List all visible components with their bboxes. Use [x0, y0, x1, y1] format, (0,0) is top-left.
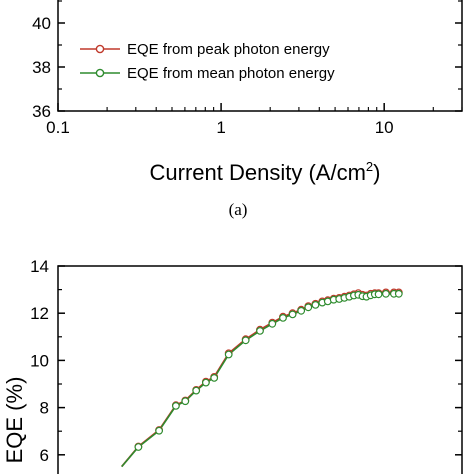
data-point [192, 386, 201, 395]
data-point [279, 314, 287, 322]
y-tick-label: 36 [32, 102, 51, 121]
panel-b-y-ticks: 6 8 10 12 14 [30, 257, 462, 465]
x-tick-label: 10 [375, 118, 394, 137]
y-tick-label: 40 [32, 14, 51, 33]
data-point [288, 310, 297, 319]
data-point [304, 303, 313, 312]
legend-label: EQE from peak photon energy [127, 41, 330, 58]
series-line-1 [121, 293, 399, 468]
data-point [241, 336, 250, 345]
data-point [256, 327, 264, 335]
panel-a-x-ticks: 0.1 1 10 [46, 103, 463, 137]
y-tick-label: 12 [30, 304, 49, 323]
x-tick-label: 0.1 [46, 118, 70, 137]
y-tick-label: 10 [30, 351, 49, 370]
y-tick-label: 6 [40, 446, 49, 465]
legend-label: EQE from mean photon energy [127, 65, 335, 82]
data-point [374, 290, 383, 299]
x-tick-label: 1 [216, 118, 225, 137]
y-tick-label: 38 [32, 58, 51, 77]
legend-marker [95, 68, 105, 78]
data-point [268, 319, 277, 328]
panel-a-y-ticks: 36 38 40 [32, 0, 462, 121]
data-point [134, 443, 143, 451]
panel-b-series [121, 288, 403, 468]
data-point [224, 350, 233, 359]
panel-a-plot-frame [57, 0, 463, 112]
data-point [210, 374, 219, 382]
panel-b-chart: 6 8 10 12 14 EQE (%) [2, 257, 463, 474]
legend-marker [95, 44, 105, 54]
data-point [181, 397, 190, 406]
data-point [201, 378, 210, 387]
data-point [394, 289, 403, 298]
data-point [297, 306, 306, 315]
data-point [155, 426, 164, 435]
panel-b-plot-frame [57, 265, 463, 474]
data-point [171, 402, 180, 410]
series-line-0 [121, 291, 399, 468]
panel-a-legend: EQE from peak photon energy EQE from mean… [80, 41, 335, 82]
y-tick-label: 14 [30, 257, 49, 276]
y-tick-label: 8 [40, 399, 49, 418]
panel-a-x-axis-title: Current Density (A/cm2) [150, 159, 381, 185]
panel-b-y-axis-title: EQE (%) [2, 377, 27, 464]
data-point [382, 289, 390, 298]
panel-a-caption: (a) [229, 200, 248, 219]
panel-a-chart: 36 38 40 0.1 1 10 EQE from peak photon energ… [32, 0, 463, 219]
data-point [311, 301, 320, 309]
